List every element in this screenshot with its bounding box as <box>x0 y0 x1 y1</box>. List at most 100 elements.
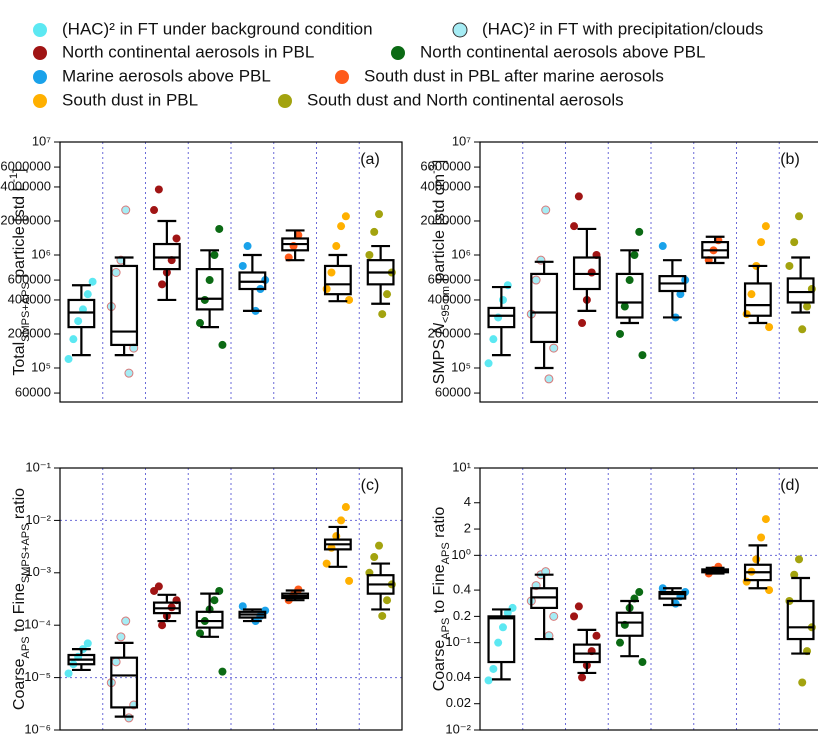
data-point <box>332 242 341 251</box>
y-axis-label-part: N <box>431 323 448 335</box>
legend-label: South dust in PBL after marine aerosols <box>364 66 664 85</box>
panel: 10⁻¹ 10⁻² 10⁻³ 10⁻⁴ 10⁻⁵ 10⁻⁶ (c) CoarseAPS to … <box>11 459 403 736</box>
data-point <box>570 612 579 621</box>
box <box>743 282 772 317</box>
legend-label: South dust and North continental aerosol… <box>307 90 624 109</box>
y-tick-label: 2000000 <box>0 212 51 227</box>
y-axis-label-part: <95 nm <box>440 286 452 323</box>
plot-frame <box>479 467 818 731</box>
data-point <box>752 555 761 564</box>
legend-marker <box>335 70 349 84</box>
plot-frame <box>479 141 818 403</box>
data-point <box>111 267 121 277</box>
data-point <box>337 516 346 525</box>
data-point <box>574 602 583 611</box>
data-point <box>378 310 387 319</box>
data-point <box>172 234 181 243</box>
legend-label: North continental aerosols above PBL <box>420 42 705 61</box>
data-point <box>785 261 794 270</box>
y-tick-label: 4 <box>464 494 471 509</box>
data-point <box>375 210 384 219</box>
data-point <box>578 319 587 328</box>
panel-label: (a) <box>360 151 380 168</box>
legend-marker <box>33 70 47 84</box>
box <box>786 277 815 304</box>
legend-marker <box>278 94 292 108</box>
data-point <box>742 310 751 319</box>
data-point <box>375 541 384 550</box>
box <box>195 610 224 629</box>
y-axis-label-part: to Fine <box>431 564 448 617</box>
box <box>110 656 139 709</box>
data-point <box>200 295 209 304</box>
data-point <box>383 290 392 299</box>
y-tick-label: 10⁵ <box>451 359 471 374</box>
y-tick-label: 10⁰ <box>451 547 471 562</box>
plot-frame <box>59 467 403 731</box>
data-point <box>322 285 331 294</box>
data-point <box>116 632 126 642</box>
y-tick-label: 10⁻³ <box>25 564 51 579</box>
y-tick-label: 600000 <box>8 271 51 286</box>
data-point <box>498 295 507 304</box>
data-point <box>215 224 224 233</box>
data-point <box>795 212 804 221</box>
box <box>487 615 516 664</box>
data-point <box>765 323 774 332</box>
data-point <box>196 319 205 328</box>
data-point <box>378 611 387 620</box>
data-point <box>616 329 625 338</box>
legend-marker <box>391 46 405 60</box>
legend-label: (HAC)² in FT under background condition <box>62 19 373 38</box>
y-tick-label: 10⁻² <box>445 721 471 736</box>
data-point <box>238 261 247 270</box>
data-point <box>625 276 634 285</box>
y-axis-label: CoarseAPS to FineAPS ratio <box>431 507 452 692</box>
data-point <box>121 205 131 215</box>
data-point <box>549 343 559 353</box>
box <box>110 264 139 347</box>
y-tick-label: 10⁻⁴ <box>24 617 51 632</box>
data-point <box>154 582 163 591</box>
y-tick-label: 10⁻⁵ <box>24 669 51 684</box>
data-point <box>803 302 812 311</box>
panel: 10⁷ 6000000 4000000 2000000 10⁶ 600000 400000 2… <box>0 133 403 403</box>
y-tick-label: 10⁵ <box>31 359 51 374</box>
panel-label: (d) <box>780 477 800 494</box>
y-tick-label: 200000 <box>8 325 51 340</box>
data-point <box>616 638 625 647</box>
y-axis-label-part: Coarse <box>431 640 448 692</box>
y-tick-label: 0.4 <box>453 582 471 597</box>
data-point <box>574 192 583 201</box>
data-point <box>494 638 503 647</box>
y-axis-label-part: ] <box>431 160 448 164</box>
data-point <box>83 290 92 299</box>
y-axis-label-part: to Fine <box>11 583 28 636</box>
data-point <box>327 268 336 277</box>
data-point <box>620 302 629 311</box>
data-point <box>798 678 807 687</box>
data-point <box>341 212 350 221</box>
data-point <box>541 205 551 215</box>
y-axis-label-part: SMPS+APS <box>20 524 32 584</box>
y-tick-label: 0.04 <box>446 669 471 684</box>
y-axis-label-part: Total <box>11 342 28 376</box>
y-tick-label: 10⁻¹ <box>25 459 51 474</box>
legend-label: South dust in PBL <box>62 90 198 109</box>
legend-label: Marine aerosols above PBL <box>62 66 271 85</box>
y-tick-label: 10⁷ <box>32 133 51 148</box>
data-point <box>205 276 214 285</box>
data-point <box>64 355 73 364</box>
legend-marker <box>33 94 47 108</box>
y-axis-label-part: APS <box>20 636 32 658</box>
data-point <box>69 335 78 344</box>
data-point <box>210 596 219 605</box>
legend: (HAC)² in FT under background condition (… <box>33 19 763 109</box>
y-axis-label-part: Coarse <box>11 658 28 710</box>
data-point <box>795 555 804 564</box>
panel-label: (b) <box>780 151 800 168</box>
y-tick-label: 0.02 <box>446 695 471 710</box>
data-point <box>83 639 92 648</box>
plot-frame <box>59 141 403 403</box>
